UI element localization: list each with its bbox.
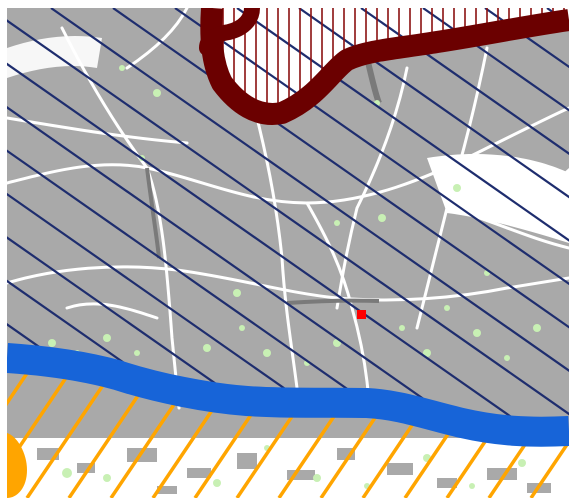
blue-river: [7, 343, 569, 447]
orange-hatch-line: [151, 363, 485, 498]
road-network: [7, 8, 569, 410]
orange-hatch-line: [25, 363, 359, 498]
orange-hatch-line: [193, 363, 527, 498]
location-marker[interactable]: [357, 310, 366, 319]
orange-hatch-line: [109, 363, 443, 498]
navy-hatch-line: [7, 8, 569, 427]
navy-hatch-line: [360, 8, 569, 427]
orange-zone-solid-edge: [7, 433, 27, 498]
navy-hatch-line: [50, 8, 569, 427]
map-canvas[interactable]: [7, 8, 569, 498]
navy-hatch-line: [298, 8, 569, 427]
navy-hatch-line: [422, 8, 569, 427]
navy-hatch-line: [236, 8, 569, 427]
navy-hatch-line: [174, 8, 569, 427]
urban-area: [7, 8, 569, 498]
orange-hatch-line: [7, 363, 317, 498]
orange-hatch-line: [67, 363, 401, 498]
